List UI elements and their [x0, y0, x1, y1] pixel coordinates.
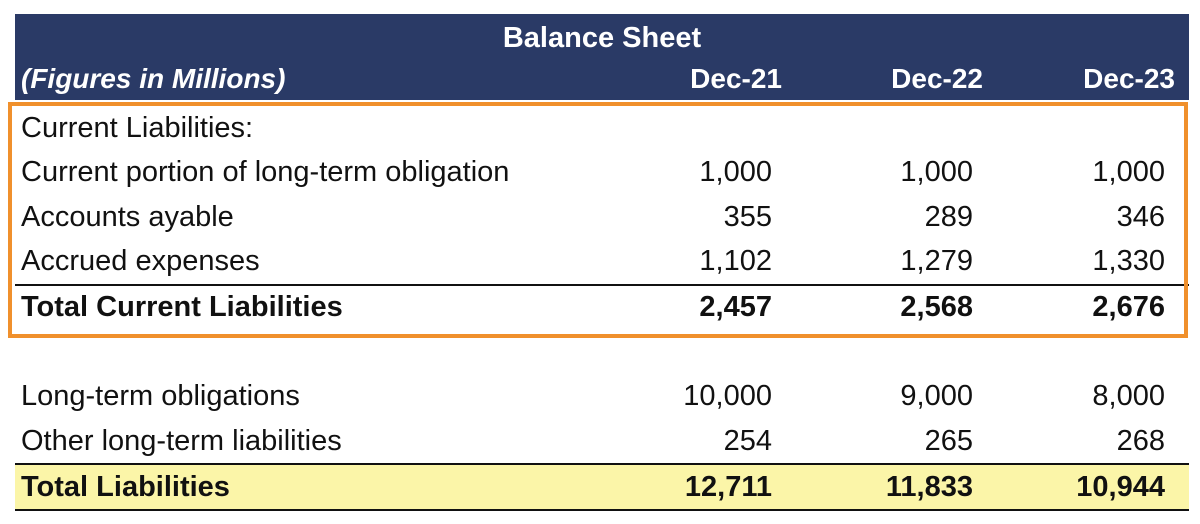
row-label: Other long-term liabilities [21, 425, 342, 457]
row-label: Total Liabilities [21, 471, 230, 503]
row-accounts-payable: Accounts ayable 355 289 346 [15, 195, 1189, 239]
total-liabilities-highlight [15, 464, 1189, 510]
row-long-term-obligations: Long-term obligations 10,000 9,000 8,000 [15, 374, 1189, 418]
column-header-dec-21: Dec-21 [690, 63, 782, 94]
column-header-dec-23: Dec-23 [1083, 63, 1175, 94]
row-total-liabilities: Total Liabilities 12,711 11,833 10,944 [15, 465, 1189, 509]
value-dec-22: 11,833 [885, 471, 973, 503]
row-current-portion-long-term: Current portion of long-term obligation … [15, 150, 1189, 194]
value-dec-21: 355 [723, 201, 772, 233]
value-dec-21: 2,457 [699, 291, 772, 323]
value-dec-21: 1,102 [699, 245, 772, 277]
row-label: Accrued expenses [21, 245, 260, 277]
column-header-dec-22: Dec-22 [891, 63, 983, 94]
row-label: Current Liabilities: [21, 112, 254, 144]
value-dec-23: 8,000 [1092, 380, 1165, 412]
value-dec-22: 9,000 [900, 380, 973, 412]
row-label: Accounts ayable [21, 201, 234, 233]
value-dec-22: 1,000 [900, 156, 973, 188]
table-header: Balance Sheet (Figures in Millions) Dec-… [15, 14, 1189, 100]
value-dec-21: 10,000 [683, 380, 772, 412]
total-divider-bottom [15, 509, 1189, 511]
value-dec-22: 289 [924, 201, 973, 233]
current-liabilities-highlight-box [8, 102, 1188, 338]
value-dec-23: 10,944 [1076, 471, 1165, 503]
row-accrued-expenses: Accrued expenses 1,102 1,279 1,330 [15, 239, 1189, 283]
row-label: Current portion of long-term obligation [21, 156, 510, 188]
value-dec-23: 268 [1116, 425, 1165, 457]
total-divider-top [15, 463, 1189, 465]
value-dec-22: 2,568 [900, 291, 973, 323]
value-dec-23: 346 [1116, 201, 1165, 233]
table-title: Balance Sheet [502, 22, 702, 54]
subtotal-divider [15, 284, 1189, 286]
value-dec-21: 254 [723, 425, 772, 457]
value-dec-21: 12,711 [684, 471, 772, 503]
figures-unit-note: (Figures in Millions) [21, 63, 286, 94]
row-label: Long-term obligations [21, 380, 300, 412]
value-dec-21: 1,000 [699, 156, 772, 188]
row-label: Total Current Liabilities [21, 291, 343, 323]
value-dec-22: 265 [924, 425, 973, 457]
value-dec-22: 1,279 [900, 245, 973, 277]
row-current-liabilities-heading: Current Liabilities: [15, 106, 1189, 150]
row-total-current-liabilities: Total Current Liabilities 2,457 2,568 2,… [15, 285, 1189, 329]
value-dec-23: 1,330 [1092, 245, 1165, 277]
value-dec-23: 1,000 [1092, 156, 1165, 188]
value-dec-23: 2,676 [1092, 291, 1165, 323]
row-other-long-term-liabilities: Other long-term liabilities 254 265 268 [15, 419, 1189, 463]
